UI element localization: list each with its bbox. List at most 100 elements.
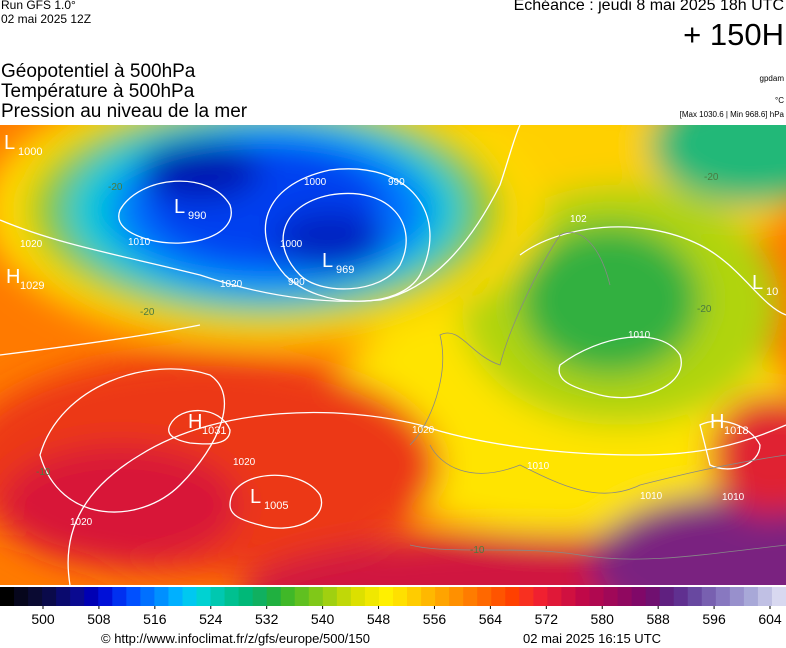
colorbar-swatch [603,587,619,606]
isoline-label: -10 [470,545,485,556]
colorbar-tick-label: 596 [702,611,726,627]
isoline-label: 1010 [128,237,151,248]
colorbar-tick-label: 508 [87,611,111,627]
center-value: 1031 [202,425,226,437]
center-letter: L [752,272,763,294]
colorbar-swatch [771,587,786,606]
colorbar-swatch [224,587,240,606]
colorbar-swatch [617,587,633,606]
center-value: 1029 [20,280,44,292]
center-letter: H [188,411,202,433]
isoline-label: 1010 [527,461,550,472]
colorbar-tick-label: 500 [31,611,55,627]
colorbar-swatch [28,587,43,606]
colorbar-swatch [196,587,212,606]
center-letter: L [250,486,261,508]
colorbar-swatch [393,587,408,606]
valid-time: Echéance : jeudi 8 mai 2025 18h UTC [513,0,784,14]
colorbar-swatch [505,587,520,606]
colorbar-swatch [84,587,99,606]
colorbar-swatch [407,587,422,606]
colorbar-tick-label: 580 [591,611,615,627]
colorbar-swatch [519,587,534,606]
colorbar-swatch [42,587,57,606]
colorbar-swatch [0,587,15,606]
colorbar-swatch [126,587,141,606]
center-letter: H [6,266,20,288]
isoline-label: 990 [288,277,305,288]
unit-label: °C [775,96,784,105]
colorbar-swatch [154,587,169,606]
colorbar-swatch [421,587,436,606]
colorbar: 500 508 516 524 532 540 548 556 564 572 580 588 596 6… [0,587,786,627]
center-letter: L [174,196,185,218]
colorbar-swatch [645,587,661,606]
colorbar-swatch [673,587,689,606]
unit-label: gpdam [759,74,784,83]
colorbar-swatch [575,587,590,606]
colorbar-swatch [687,587,703,606]
isoline-label: 1020 [233,457,256,468]
isoline-label: 1000 [304,177,327,188]
colorbar-swatch [701,587,717,606]
colorbar-swatch [280,587,296,606]
colorbar-swatch [547,587,562,606]
isoline-label: -20 [108,182,123,193]
isoline-label: 1010 [628,330,651,341]
colorbar-swatch [364,587,380,606]
colorbar-swatch [56,587,71,606]
title: Pression au niveau de la mer [1,101,248,122]
title: Géopotentiel à 500hPa [1,61,196,82]
colorbar-swatch [743,587,759,606]
isoline-label: 990 [388,177,405,188]
colorbar-tick-label: 548 [367,611,391,627]
colorbar-swatch [266,587,282,606]
isoline-label: 1020 [20,239,43,250]
colorbar-tick-label: 564 [479,611,503,627]
isoline-label: 1020 [70,517,93,528]
colorbar-swatch [715,587,731,606]
colorbar-swatch [449,587,464,606]
colorbar-swatch [589,587,605,606]
colorbar-swatch [210,587,226,606]
colorbar-swatch [435,587,450,606]
colorbar-tick-label: 516 [143,611,167,627]
isoline-label: 1020 [412,425,435,436]
center-letter: L [322,250,333,272]
colorbar-swatch [659,587,675,606]
colorbar-swatch [252,587,268,606]
run-label: Run GFS 1.0° [1,0,76,12]
center-letter: L [4,132,15,154]
center-value: 969 [336,264,354,276]
colorbar-swatch [98,587,113,606]
isobars [0,125,786,585]
colorbar-swatch [140,587,155,606]
center-value: 990 [188,210,206,222]
colorbar-swatch [729,587,745,606]
colorbar-tick-label: 524 [199,611,223,627]
isoline-label: 1000 [280,239,303,250]
colorbar-swatch [308,587,324,606]
center-value: 1005 [264,500,288,512]
colorbar-swatch [378,587,394,606]
colorbar-tick-label: 540 [311,611,335,627]
isoline-label: 1010 [640,491,663,502]
colorbar-tick-label: 532 [255,611,279,627]
coastlines [409,232,786,560]
isoline-label: 1020 [220,279,243,290]
isoline-label: -10 [36,467,51,478]
colorbar-swatch [336,587,352,606]
isoline-label: 1010 [722,492,745,503]
colorbar-swatch [168,587,183,606]
center-value: 1000 [18,146,42,158]
center-value: 10 [766,286,778,298]
colorbar-swatch [112,587,127,606]
title: Température à 500hPa [1,81,195,102]
source-url: © http://www.infoclimat.fr/z/gfs/europe/… [101,631,370,646]
colorbar-swatch [491,587,506,606]
run-date: 02 mai 2025 12Z [1,12,92,26]
generated-time: 02 mai 2025 16:15 UTC [523,631,662,646]
colorbar-tick-label: 588 [646,611,670,627]
isoline-label: -20 [704,172,719,183]
